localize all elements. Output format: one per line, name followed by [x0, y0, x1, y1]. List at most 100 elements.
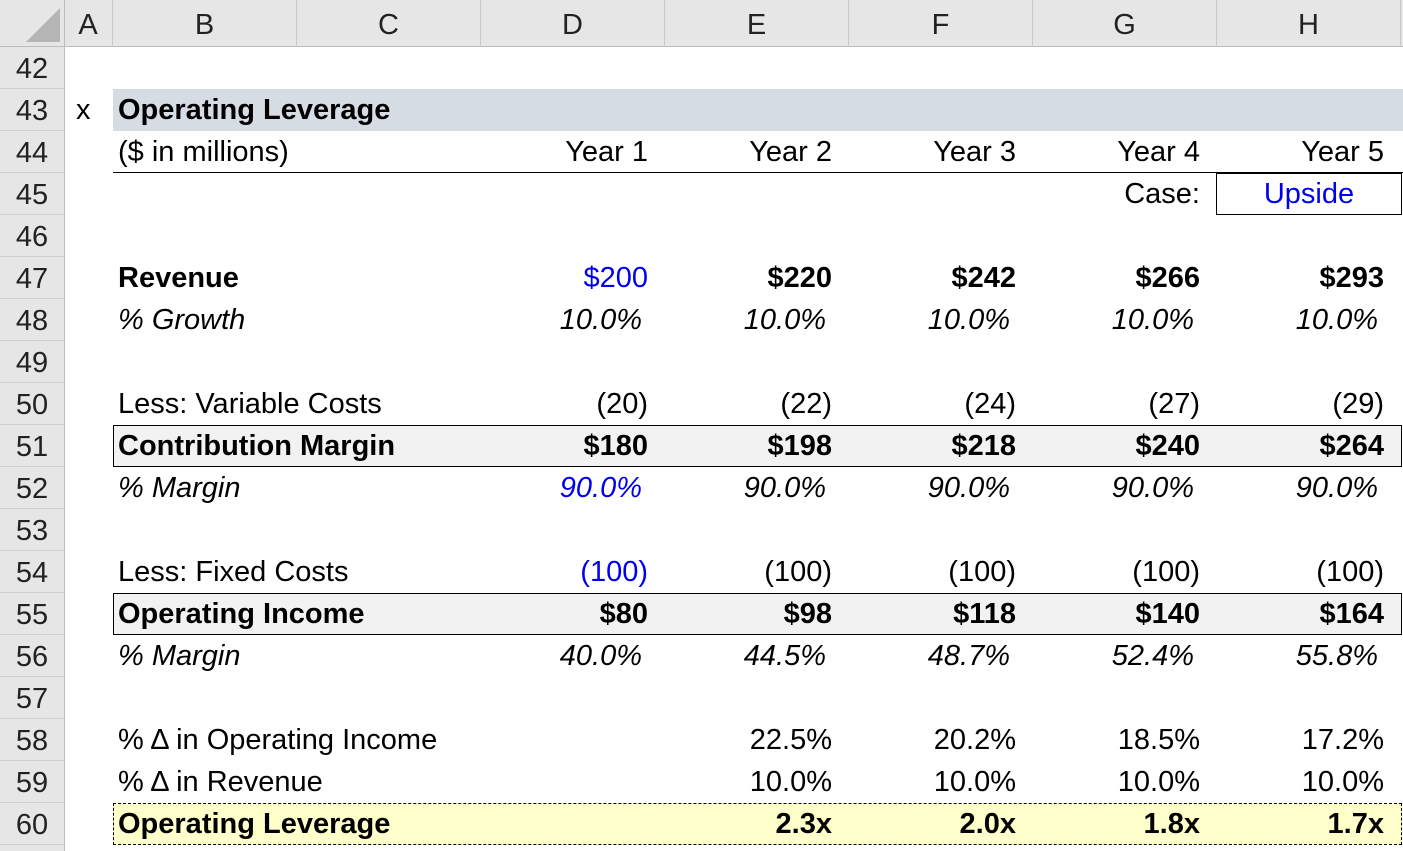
oi-margin-label[interactable]: % Margin: [118, 640, 241, 672]
contribution-margin-label[interactable]: Contribution Margin: [118, 430, 396, 462]
column-header-e[interactable]: E: [665, 0, 849, 46]
column-header-f[interactable]: F: [849, 0, 1033, 46]
variable-costs-value[interactable]: (27): [1148, 388, 1200, 420]
cm-margin-value[interactable]: 90.0%: [743, 472, 826, 504]
units-label[interactable]: ($ in millions): [118, 136, 289, 168]
growth-value[interactable]: 10.0%: [743, 304, 826, 336]
cm-margin-label[interactable]: % Margin: [118, 472, 241, 504]
contribution-margin-value[interactable]: $180: [583, 430, 648, 462]
revenue-value[interactable]: $293: [1319, 262, 1384, 294]
revenue-value[interactable]: $266: [1135, 262, 1200, 294]
oi-margin-value[interactable]: 44.5%: [743, 640, 826, 672]
operating-income-value[interactable]: $98: [783, 598, 832, 630]
operating-leverage-value[interactable]: 2.0x: [959, 808, 1016, 840]
growth-value[interactable]: 10.0%: [559, 304, 642, 336]
pct-change-revenue-label[interactable]: % Δ in Revenue: [118, 766, 323, 798]
oi-margin-value[interactable]: 40.0%: [559, 640, 642, 672]
variable-costs-value[interactable]: (22): [780, 388, 832, 420]
row-header[interactable]: 55: [0, 593, 64, 635]
contribution-margin-value[interactable]: $218: [951, 430, 1016, 462]
row-header[interactable]: 53: [0, 509, 64, 551]
column-header-c[interactable]: C: [297, 0, 481, 46]
operating-leverage-value[interactable]: 1.8x: [1143, 808, 1200, 840]
variable-costs-value[interactable]: (20): [596, 388, 648, 420]
row-header[interactable]: 50: [0, 383, 64, 425]
row-header[interactable]: 49: [0, 341, 64, 383]
revenue-label[interactable]: Revenue: [118, 262, 239, 294]
oi-margin-value[interactable]: 55.8%: [1295, 640, 1378, 672]
growth-label[interactable]: % Growth: [118, 304, 246, 336]
oi-margin-value[interactable]: 52.4%: [1111, 640, 1194, 672]
column-header-d[interactable]: D: [481, 0, 665, 46]
pct-change-oi-value[interactable]: 22.5%: [749, 724, 832, 756]
fixed-costs-value[interactable]: (100): [1316, 556, 1384, 588]
pct-change-revenue-value[interactable]: 10.0%: [1117, 766, 1200, 798]
year-header[interactable]: Year 3: [933, 136, 1016, 168]
variable-costs-value[interactable]: (29): [1332, 388, 1384, 420]
cm-margin-value[interactable]: 90.0%: [1111, 472, 1194, 504]
contribution-margin-value[interactable]: $264: [1319, 430, 1384, 462]
growth-value[interactable]: 10.0%: [927, 304, 1010, 336]
row-header[interactable]: 60: [0, 803, 64, 845]
column-header-b[interactable]: B: [113, 0, 297, 46]
operating-income-value[interactable]: $118: [953, 598, 1016, 630]
contribution-margin-value[interactable]: $198: [767, 430, 832, 462]
column-header-h[interactable]: H: [1217, 0, 1401, 46]
operating-income-value[interactable]: $140: [1135, 598, 1200, 630]
fixed-costs-value[interactable]: (100): [948, 556, 1016, 588]
contribution-margin-value[interactable]: $240: [1135, 430, 1200, 462]
row-header[interactable]: 56: [0, 635, 64, 677]
cm-margin-value[interactable]: 90.0%: [927, 472, 1010, 504]
cm-margin-value[interactable]: 90.0%: [559, 472, 642, 504]
operating-leverage-value[interactable]: 1.7x: [1327, 808, 1384, 840]
growth-value[interactable]: 10.0%: [1111, 304, 1194, 336]
pct-change-revenue-value[interactable]: 10.0%: [933, 766, 1016, 798]
fixed-costs-value[interactable]: (100): [764, 556, 832, 588]
row-header[interactable]: 58: [0, 719, 64, 761]
variable-costs-label[interactable]: Less: Variable Costs: [118, 388, 382, 420]
operating-income-value[interactable]: $164: [1319, 598, 1384, 630]
row-header[interactable]: 45: [0, 173, 64, 215]
row-header[interactable]: 59: [0, 761, 64, 803]
row-header[interactable]: 44: [0, 131, 64, 173]
row-header[interactable]: 48: [0, 299, 64, 341]
pct-change-oi-label[interactable]: % Δ in Operating Income: [118, 724, 438, 756]
column-header-g[interactable]: G: [1033, 0, 1217, 46]
case-selector[interactable]: Upside: [1263, 178, 1355, 210]
year-header[interactable]: Year 2: [749, 136, 832, 168]
row-header[interactable]: 51: [0, 425, 64, 467]
operating-income-value[interactable]: $80: [599, 598, 648, 630]
pct-change-oi-value[interactable]: 17.2%: [1301, 724, 1384, 756]
row-header[interactable]: 43: [0, 89, 64, 131]
cm-margin-value[interactable]: 90.0%: [1295, 472, 1378, 504]
operating-leverage-value[interactable]: 2.3x: [775, 808, 832, 840]
row-header[interactable]: 47: [0, 257, 64, 299]
revenue-value[interactable]: $242: [951, 262, 1016, 294]
row-header[interactable]: 57: [0, 677, 64, 719]
operating-income-label[interactable]: Operating Income: [118, 598, 365, 630]
row-header[interactable]: 42: [0, 47, 64, 89]
select-all-corner[interactable]: [0, 0, 65, 46]
fixed-costs-value[interactable]: (100): [1132, 556, 1200, 588]
pct-change-oi-value[interactable]: 20.2%: [933, 724, 1016, 756]
column-header-a[interactable]: A: [64, 0, 113, 46]
pct-change-revenue-value[interactable]: 10.0%: [749, 766, 832, 798]
variable-costs-value[interactable]: (24): [964, 388, 1016, 420]
operating-leverage-label[interactable]: Operating Leverage: [118, 808, 391, 840]
growth-value[interactable]: 10.0%: [1295, 304, 1378, 336]
fixed-costs-label[interactable]: Less: Fixed Costs: [118, 556, 349, 588]
oi-margin-value[interactable]: 48.7%: [927, 640, 1010, 672]
year-header[interactable]: Year 1: [565, 136, 648, 168]
fixed-costs-value[interactable]: (100): [580, 556, 648, 588]
pct-change-oi-value[interactable]: 18.5%: [1117, 724, 1200, 756]
year-header[interactable]: Year 4: [1117, 136, 1200, 168]
revenue-value[interactable]: $220: [767, 262, 832, 294]
case-label[interactable]: Case:: [1124, 178, 1200, 210]
row-marker[interactable]: x: [76, 94, 91, 126]
row-header[interactable]: 52: [0, 467, 64, 509]
row-header[interactable]: 46: [0, 215, 64, 257]
year-header[interactable]: Year 5: [1301, 136, 1384, 168]
pct-change-revenue-value[interactable]: 10.0%: [1301, 766, 1384, 798]
section-title[interactable]: Operating Leverage: [118, 94, 391, 126]
revenue-value[interactable]: $200: [583, 262, 648, 294]
